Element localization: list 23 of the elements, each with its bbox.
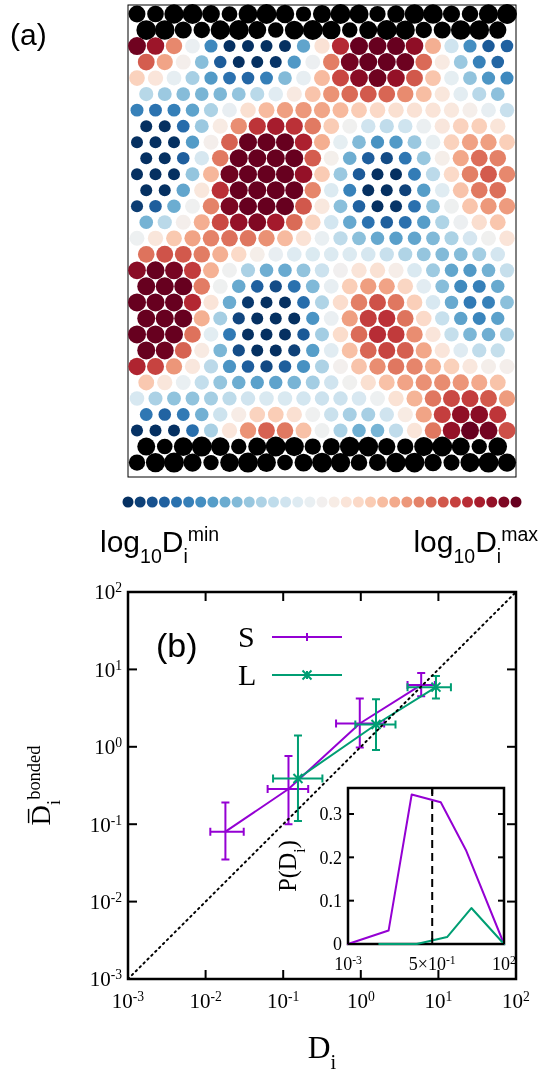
y-tick-label: 10$^{0}$ — [94, 734, 123, 760]
legend-label: S — [238, 620, 255, 653]
y-tick-label: 10$^{2}$ — [94, 579, 123, 605]
x-tick-label: 10$^{2}$ — [502, 988, 531, 1013]
y-tick-label: 0.3 — [319, 804, 342, 825]
x-tick-label: 10$^{-3}$ — [334, 953, 363, 974]
text: (a) — [10, 18, 47, 51]
y-tick-label: 10$^{-2}$ — [89, 889, 123, 914]
annotation: (b) — [156, 626, 198, 664]
x-tick-label: 5×10$^{-1}$ — [408, 953, 456, 974]
y-tick-label: 0.2 — [319, 847, 342, 868]
x-tick-label: 10$^{-2}$ — [189, 988, 222, 1013]
x-tick-label: 10$^{-3}$ — [111, 988, 145, 1013]
x-tick-label: 10$^{-1}$ — [267, 988, 300, 1013]
x-tick-label: 10$^{2}$ — [492, 953, 517, 974]
legend-label: L — [238, 658, 257, 691]
y-tick-label: 10$^{-1}$ — [89, 812, 122, 837]
x-axis-title: D$_{i}$ — [307, 1030, 337, 1073]
y-tick-label: 0.1 — [319, 890, 342, 911]
x-tick-label: 10$^{0}$ — [346, 988, 375, 1013]
x-tick-label: 10$^{1}$ — [424, 988, 453, 1013]
y-tick-label: 0 — [333, 934, 342, 955]
y-tick-label: 10$^{1}$ — [94, 657, 122, 682]
